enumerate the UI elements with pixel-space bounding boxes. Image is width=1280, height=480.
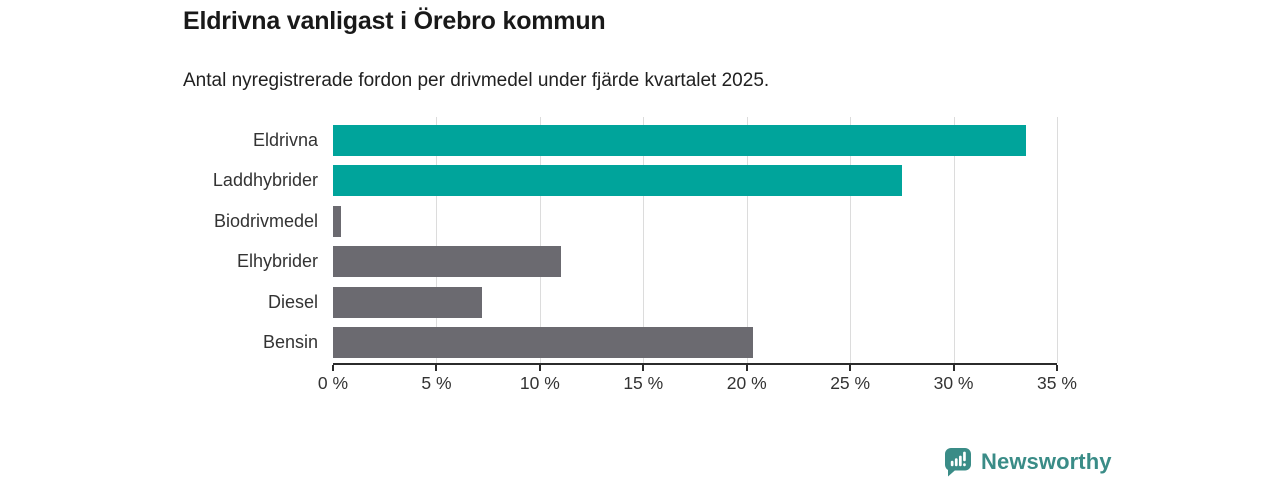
gridline bbox=[953, 117, 955, 363]
x-tick-mark bbox=[332, 365, 334, 371]
gridline bbox=[539, 117, 541, 363]
bar-eldrivna bbox=[333, 124, 1026, 156]
gridline bbox=[643, 117, 645, 363]
category-label-bensin: Bensin bbox=[262, 332, 318, 353]
x-tick-mark bbox=[849, 365, 852, 371]
bar-bensin bbox=[333, 327, 753, 359]
category-label-eldrivna: Eldrivna bbox=[252, 129, 318, 150]
category-label-diesel: Diesel bbox=[267, 291, 318, 312]
bar-laddhybrider bbox=[333, 165, 902, 197]
category-label-biodrivmedel: Biodrivmedel bbox=[213, 210, 318, 231]
gridline bbox=[436, 117, 438, 363]
category-label-laddhybrider: Laddhybrider bbox=[212, 170, 318, 191]
x-tick-mark bbox=[745, 365, 748, 371]
chart-subtitle: Antal nyregistrerade fordon per drivmede… bbox=[183, 70, 770, 91]
speech-bubble-shape bbox=[945, 448, 971, 477]
x-tick-label: 0 % bbox=[317, 373, 349, 393]
gridline bbox=[1057, 117, 1058, 363]
x-tick-label: 35 % bbox=[1037, 373, 1077, 393]
x-tick-mark bbox=[435, 365, 438, 371]
plot-area bbox=[333, 117, 1058, 365]
x-tick-label: 5 % bbox=[421, 373, 452, 393]
x-tick-label: 30 % bbox=[933, 373, 974, 393]
bar-elhybrider bbox=[333, 246, 561, 278]
x-tick-mark bbox=[538, 365, 541, 371]
x-axis: 0 % 5 % 10 % 15 % 20 % 25 % 30 % 35 % bbox=[318, 365, 1077, 401]
x-tick-mark bbox=[952, 365, 955, 371]
x-tick-label: 15 % bbox=[623, 373, 664, 393]
bar-biodrivmedel bbox=[333, 205, 342, 237]
x-tick-mark bbox=[1056, 365, 1058, 371]
bar-chart-speech-bubble-icon bbox=[944, 447, 972, 477]
x-tick-mark bbox=[642, 365, 645, 371]
x-tick-label: 20 % bbox=[726, 373, 767, 393]
gridline bbox=[850, 117, 852, 363]
bar-diesel bbox=[333, 286, 482, 318]
category-label-elhybrider: Elhybrider bbox=[236, 251, 318, 272]
gridline bbox=[746, 117, 748, 363]
x-tick-label: 10 % bbox=[519, 373, 560, 393]
x-tick-label: 25 % bbox=[830, 373, 871, 393]
chart-title: Eldrivna vanligast i Örebro kommun bbox=[183, 7, 606, 35]
brand-wordmark: Newsworthy bbox=[981, 449, 1112, 474]
category-label-column: Eldrivna Laddhybrider Biodrivmedel Elhybrid… bbox=[0, 120, 318, 363]
newsworthy-logo: Newsworthy bbox=[944, 447, 1112, 477]
